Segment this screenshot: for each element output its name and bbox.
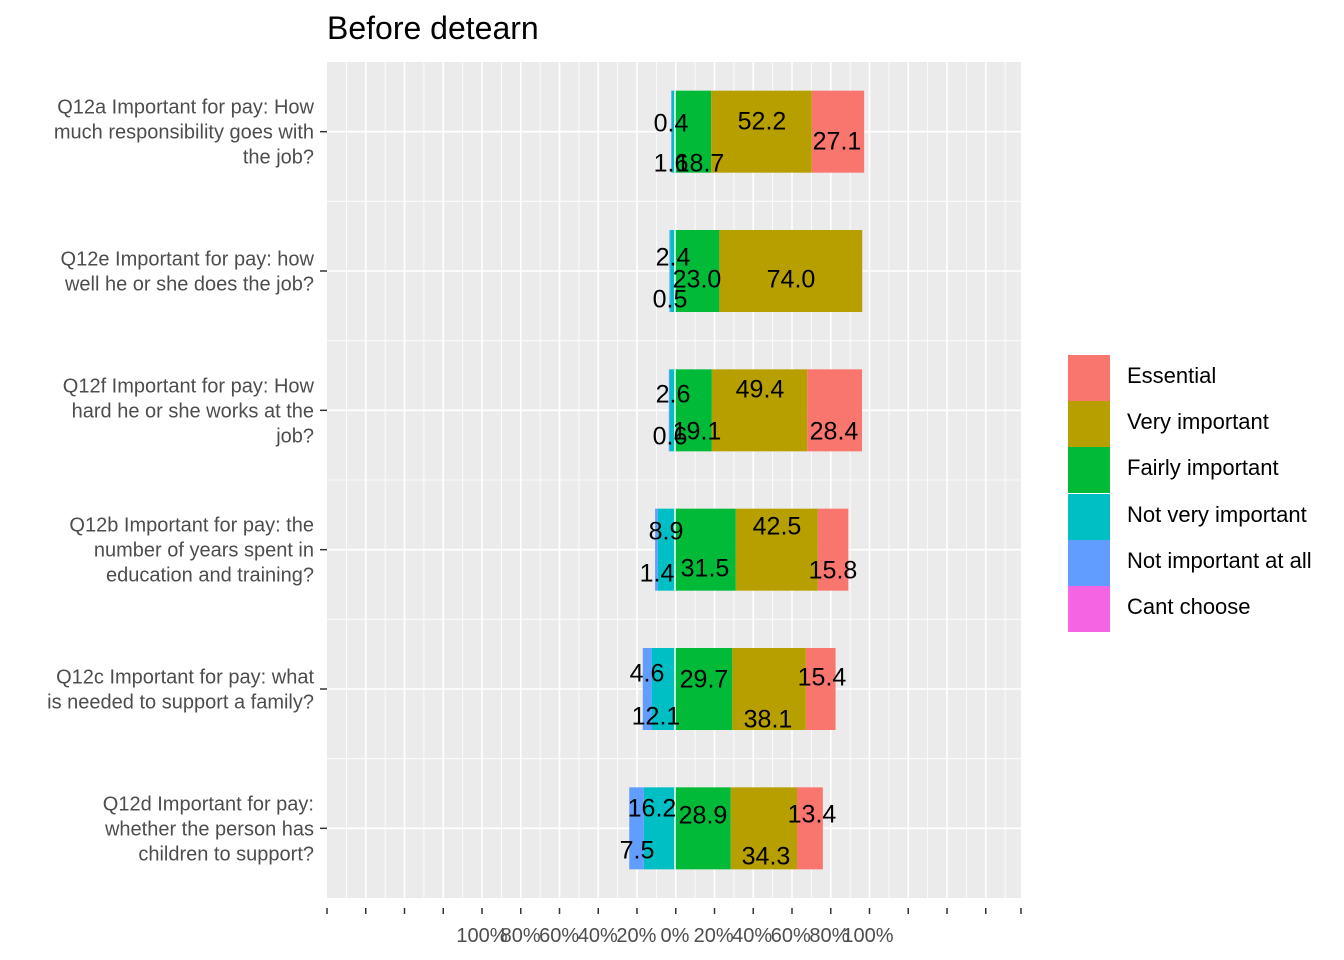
x-tick-label: 100% (842, 925, 893, 947)
bar-segment (730, 787, 797, 870)
data-label: 27.1 (813, 128, 862, 156)
data-label: 1.6 (654, 150, 689, 178)
data-label: 2.6 (656, 381, 691, 409)
y-tick-label: Q12c Important for pay: what is needed to… (47, 667, 314, 714)
bar-segment (643, 787, 675, 870)
data-label: 19.1 (673, 418, 722, 446)
bar-segment (719, 230, 863, 312)
legend-swatch (1068, 586, 1110, 632)
bar-segment (675, 90, 712, 173)
data-label: 38.1 (744, 706, 793, 734)
legend-item-essential: Essential (1068, 355, 1344, 401)
bar-segment (805, 648, 836, 730)
bar-segment (657, 508, 675, 591)
data-label: 8.9 (649, 518, 684, 546)
bar-segment (671, 90, 672, 173)
legend-label: Fairly important (1127, 455, 1279, 480)
y-tick-label: Q12a Important for pay: How much responsi… (54, 97, 315, 169)
bar-segment (817, 508, 849, 591)
data-label: 74.0 (767, 266, 816, 294)
bar-segment (629, 787, 644, 870)
bar-segment (675, 369, 712, 452)
legend-swatch (1068, 355, 1110, 401)
legend-swatch (1068, 401, 1110, 447)
y-tick-label: Q12b Important for pay: the number of yea… (69, 515, 314, 587)
bar-segment (675, 508, 736, 591)
data-label: 2.4 (656, 244, 691, 272)
x-tick-label: 40% (732, 925, 772, 947)
data-label: 16.2 (628, 795, 677, 823)
x-tick-label: 80% (809, 925, 849, 947)
legend-swatch (1068, 447, 1110, 493)
bar-segment (668, 369, 670, 452)
data-label: 0.6 (653, 423, 688, 451)
data-label: 42.5 (753, 513, 802, 541)
bar-segment (651, 648, 675, 730)
y-tick-label: Q12e Important for pay: how well he or sh… (61, 249, 315, 296)
bar-segment (675, 230, 720, 312)
data-label: 4.6 (630, 660, 665, 688)
bar-segment (711, 90, 812, 173)
bar-segment (811, 90, 865, 173)
legend-item-not-important-at-all: Not important at all (1068, 540, 1344, 586)
bar-segment (732, 648, 806, 730)
data-label: 28.4 (810, 418, 859, 446)
legend-label: Not very important (1127, 502, 1307, 527)
bar-segment (711, 369, 808, 452)
bar-segment (671, 90, 675, 173)
chart-title: Before detearn (327, 10, 539, 46)
data-label: 18.7 (676, 150, 725, 178)
legend-item-cant-choose: Cant choose (1068, 586, 1344, 632)
data-label: 23.0 (673, 266, 722, 294)
bar-segment (670, 230, 675, 312)
x-tick-label: 0% (661, 925, 690, 947)
legend-label: Not important at all (1127, 548, 1312, 573)
x-tick-label: 100% (456, 925, 507, 947)
bar-segment (675, 648, 733, 730)
legend-item-not-very-important: Not very important (1068, 494, 1344, 540)
bar-segment (669, 369, 675, 452)
data-label: 28.9 (679, 802, 728, 830)
data-label: 13.4 (788, 801, 837, 829)
legend-label: Cant choose (1127, 594, 1251, 619)
data-label: 34.3 (742, 843, 791, 871)
bar-segment (669, 230, 671, 312)
data-label: 15.4 (798, 664, 847, 692)
x-tick-label: 20% (616, 925, 656, 947)
y-tick-label: Q12d Important for pay: whether the perso… (103, 793, 314, 865)
x-tick-label: 40% (578, 925, 618, 947)
bar-segment (807, 369, 863, 452)
legend-swatch (1068, 540, 1110, 586)
legend-label: Essential (1127, 363, 1217, 388)
y-tick-label: Q12f Important for pay: How hard he or sh… (63, 375, 315, 447)
data-label: 12.1 (632, 703, 681, 731)
x-tick-label: 80% (501, 925, 541, 947)
data-label: 7.5 (620, 837, 655, 865)
data-label: 49.4 (736, 376, 785, 404)
bar-segment (642, 648, 652, 730)
legend-label: Very important (1127, 409, 1269, 434)
x-tick-label: 20% (694, 925, 734, 947)
data-label: 29.7 (680, 666, 729, 694)
data-label: 15.8 (809, 557, 858, 585)
bar-segment (655, 508, 658, 591)
bar-segment (735, 508, 818, 591)
data-label: 31.5 (681, 555, 730, 583)
legend-item-very-important: Very important (1068, 401, 1344, 447)
bar-segment (796, 787, 823, 870)
data-label: 0.5 (653, 286, 688, 314)
x-tick-label: 60% (771, 925, 811, 947)
data-label: 0.4 (654, 110, 689, 138)
data-label: 52.2 (738, 108, 787, 136)
legend-item-fairly-important: Fairly important (1068, 447, 1344, 493)
x-tick-label: 60% (539, 925, 579, 947)
data-label: 1.4 (640, 560, 675, 588)
legend-swatch (1068, 494, 1110, 540)
bar-segment (675, 787, 731, 870)
